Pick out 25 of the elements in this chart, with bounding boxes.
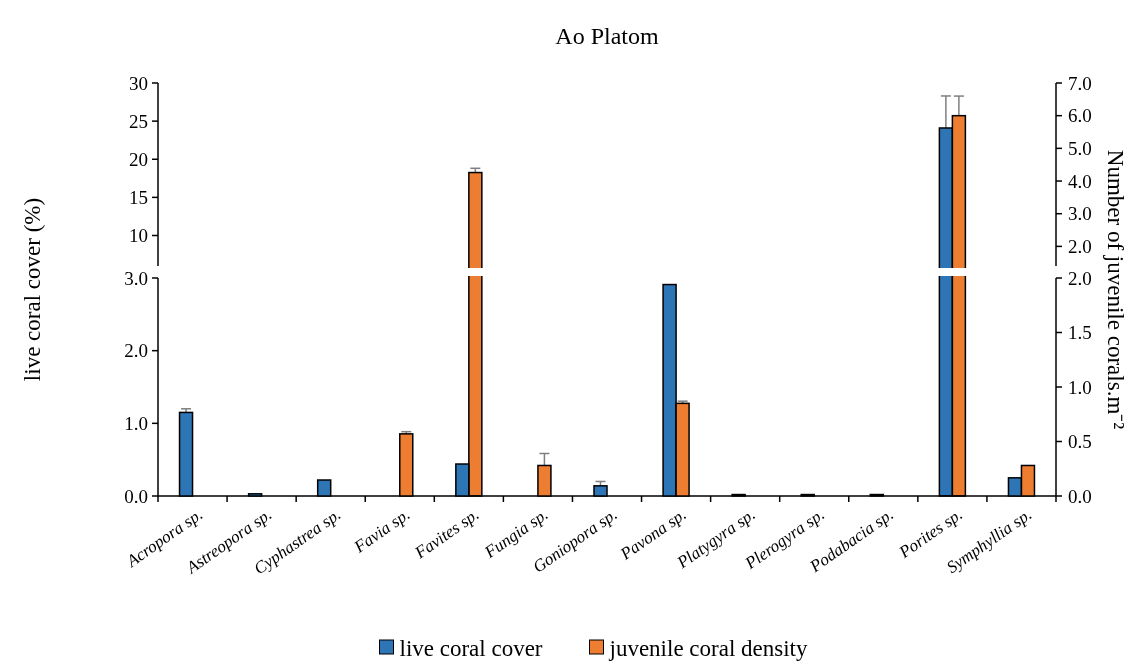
y-tick-label: 25 <box>129 110 148 132</box>
y-tick-label: 30 <box>129 72 148 94</box>
chart-title: Ao Platom <box>555 23 659 49</box>
y-tick-label: 3.0 <box>124 267 148 289</box>
y2-tick-label: 2.0 <box>1068 267 1092 289</box>
y2-tick-label: 3.0 <box>1068 203 1092 225</box>
y2-tick-label: 0.5 <box>1068 431 1092 453</box>
y-tick-label: 2.0 <box>124 340 148 362</box>
y2-tick-label: 5.0 <box>1068 138 1092 160</box>
y-tick-label: 0.0 <box>124 485 148 507</box>
y-tick-label: 20 <box>129 148 148 170</box>
y2-axis-title: Number of juvenile corals.m⁻² <box>1103 149 1128 430</box>
y2-tick-label: 2.0 <box>1068 236 1092 258</box>
y2-tick-label: 7.0 <box>1068 72 1092 94</box>
y-tick-label: 15 <box>129 187 148 209</box>
y-tick-label: 10 <box>129 225 148 247</box>
legend-label: juvenile coral density <box>608 636 808 662</box>
y-tick-label: 1.0 <box>124 412 148 434</box>
y2-tick-label: 0.0 <box>1068 485 1092 507</box>
y2-tick-label: 1.0 <box>1068 376 1092 398</box>
legend-label: live coral cover <box>399 636 543 662</box>
y2-tick-label: 1.5 <box>1068 322 1092 344</box>
y-axis-title: live coral cover (%) <box>20 197 45 382</box>
y2-tick-label: 6.0 <box>1068 105 1092 127</box>
y2-tick-label: 4.0 <box>1068 170 1092 192</box>
